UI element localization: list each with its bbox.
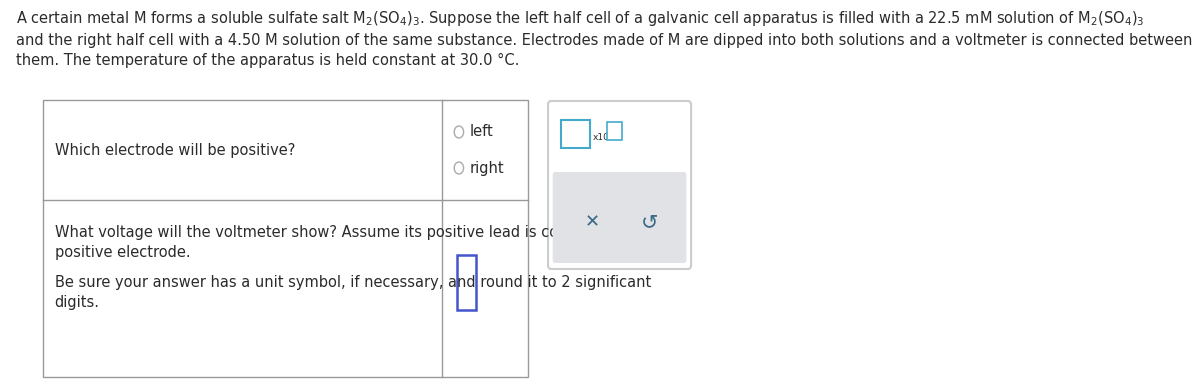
Text: ↺: ↺	[641, 212, 659, 232]
Text: and the right half cell with a 4.50 M solution of the same substance. Electrodes: and the right half cell with a 4.50 M so…	[16, 33, 1192, 48]
Bar	[43, 100, 528, 377]
Text: ✕: ✕	[584, 213, 600, 231]
Circle shape	[455, 162, 463, 174]
Bar	[457, 255, 476, 310]
Text: left: left	[470, 125, 493, 139]
Text: them. The temperature of the apparatus is held constant at 30.0 °C.: them. The temperature of the apparatus i…	[16, 53, 520, 67]
FancyBboxPatch shape	[548, 101, 691, 269]
Text: Be sure your answer has a unit symbol, if necessary, and round it to 2 significa: Be sure your answer has a unit symbol, i…	[55, 274, 650, 289]
Bar	[560, 120, 590, 148]
Text: positive electrode.: positive electrode.	[55, 245, 191, 260]
Text: right: right	[470, 161, 504, 175]
Text: What voltage will the voltmeter show? Assume its positive lead is connected to t: What voltage will the voltmeter show? As…	[55, 224, 666, 240]
Text: Which electrode will be positive?: Which electrode will be positive?	[55, 142, 295, 158]
Text: x10: x10	[593, 132, 610, 142]
Bar	[607, 122, 622, 140]
Text: digits.: digits.	[55, 295, 100, 310]
FancyBboxPatch shape	[553, 172, 686, 263]
Text: A certain metal M forms a soluble sulfate salt M$_2$(SO$_4$)$_3$. Suppose the le: A certain metal M forms a soluble sulfat…	[16, 9, 1144, 27]
Circle shape	[455, 126, 463, 138]
